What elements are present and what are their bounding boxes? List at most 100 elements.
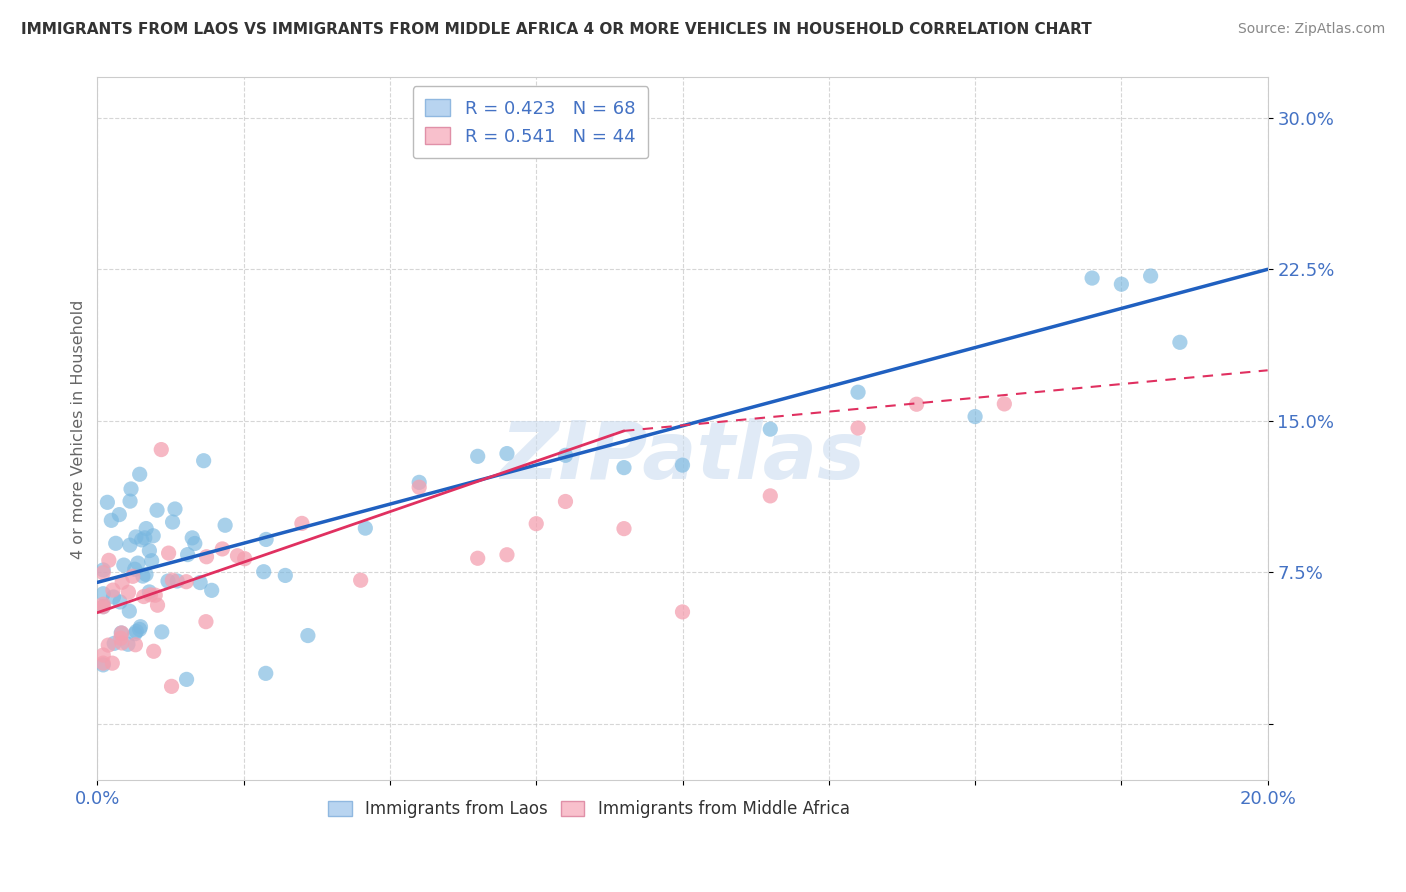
- Point: [120, 494, 142, 508]
- Point: [143, 588, 166, 602]
- Point: [131, 533, 153, 547]
- Point: [125, 530, 148, 544]
- Point: [91, 597, 114, 611]
- Point: [142, 644, 165, 658]
- Point: [254, 533, 277, 547]
- Point: [1139, 268, 1161, 283]
- Point: [160, 679, 183, 693]
- Point: [110, 632, 132, 646]
- Point: [97, 553, 120, 567]
- Point: [127, 556, 149, 570]
- Point: [157, 546, 180, 560]
- Point: [184, 536, 207, 550]
- Point: [253, 565, 276, 579]
- Point: [195, 549, 218, 564]
- Point: [101, 656, 124, 670]
- Point: [108, 595, 131, 609]
- Point: [156, 574, 179, 588]
- Point: [138, 543, 160, 558]
- Point: [112, 558, 135, 573]
- Point: [135, 522, 157, 536]
- Point: [162, 515, 184, 529]
- Point: [354, 521, 377, 535]
- Point: [91, 563, 114, 577]
- Point: [194, 615, 217, 629]
- Text: ZIPatlas: ZIPatlas: [501, 418, 865, 496]
- Point: [467, 551, 489, 566]
- Point: [150, 624, 173, 639]
- Point: [274, 568, 297, 582]
- Point: [124, 626, 146, 640]
- Point: [124, 638, 146, 652]
- Point: [166, 574, 188, 588]
- Point: [1168, 335, 1191, 350]
- Y-axis label: 4 or more Vehicles in Household: 4 or more Vehicles in Household: [72, 299, 86, 558]
- Text: IMMIGRANTS FROM LAOS VS IMMIGRANTS FROM MIDDLE AFRICA 4 OR MORE VEHICLES IN HOUS: IMMIGRANTS FROM LAOS VS IMMIGRANTS FROM …: [21, 22, 1092, 37]
- Point: [128, 467, 150, 482]
- Text: Source: ZipAtlas.com: Source: ZipAtlas.com: [1237, 22, 1385, 37]
- Point: [117, 637, 139, 651]
- Point: [142, 529, 165, 543]
- Point: [150, 442, 173, 457]
- Point: [193, 453, 215, 467]
- Point: [905, 397, 928, 411]
- Point: [103, 636, 125, 650]
- Point: [91, 656, 114, 670]
- Point: [132, 590, 155, 604]
- Point: [141, 554, 163, 568]
- Point: [120, 482, 142, 496]
- Point: [408, 480, 430, 494]
- Point: [846, 385, 869, 400]
- Point: [408, 475, 430, 490]
- Point: [671, 605, 693, 619]
- Point: [297, 629, 319, 643]
- Point: [846, 421, 869, 435]
- Point: [759, 489, 782, 503]
- Point: [128, 623, 150, 637]
- Point: [134, 531, 156, 545]
- Point: [108, 508, 131, 522]
- Point: [110, 626, 132, 640]
- Point: [554, 494, 576, 508]
- Point: [1081, 271, 1104, 285]
- Point: [759, 422, 782, 436]
- Point: [214, 518, 236, 533]
- Point: [496, 446, 519, 460]
- Point: [233, 551, 256, 566]
- Point: [91, 599, 114, 614]
- Point: [129, 620, 152, 634]
- Point: [1111, 277, 1133, 292]
- Point: [111, 575, 134, 590]
- Point: [97, 638, 120, 652]
- Point: [132, 569, 155, 583]
- Point: [181, 531, 204, 545]
- Point: [496, 548, 519, 562]
- Point: [111, 626, 134, 640]
- Point: [467, 450, 489, 464]
- Point: [188, 575, 211, 590]
- Point: [163, 502, 186, 516]
- Point: [91, 599, 114, 614]
- Point: [138, 585, 160, 599]
- Point: [291, 516, 314, 531]
- Point: [201, 583, 224, 598]
- Point: [91, 657, 114, 672]
- Point: [121, 569, 143, 583]
- Point: [613, 460, 636, 475]
- Point: [176, 548, 198, 562]
- Point: [96, 495, 118, 509]
- Point: [146, 503, 169, 517]
- Point: [125, 624, 148, 639]
- Point: [162, 573, 184, 587]
- Point: [118, 604, 141, 618]
- Point: [254, 666, 277, 681]
- Point: [350, 573, 373, 587]
- Point: [118, 538, 141, 552]
- Point: [100, 513, 122, 527]
- Point: [671, 458, 693, 472]
- Point: [103, 590, 125, 604]
- Point: [993, 397, 1015, 411]
- Point: [965, 409, 987, 424]
- Point: [176, 673, 198, 687]
- Point: [91, 587, 114, 601]
